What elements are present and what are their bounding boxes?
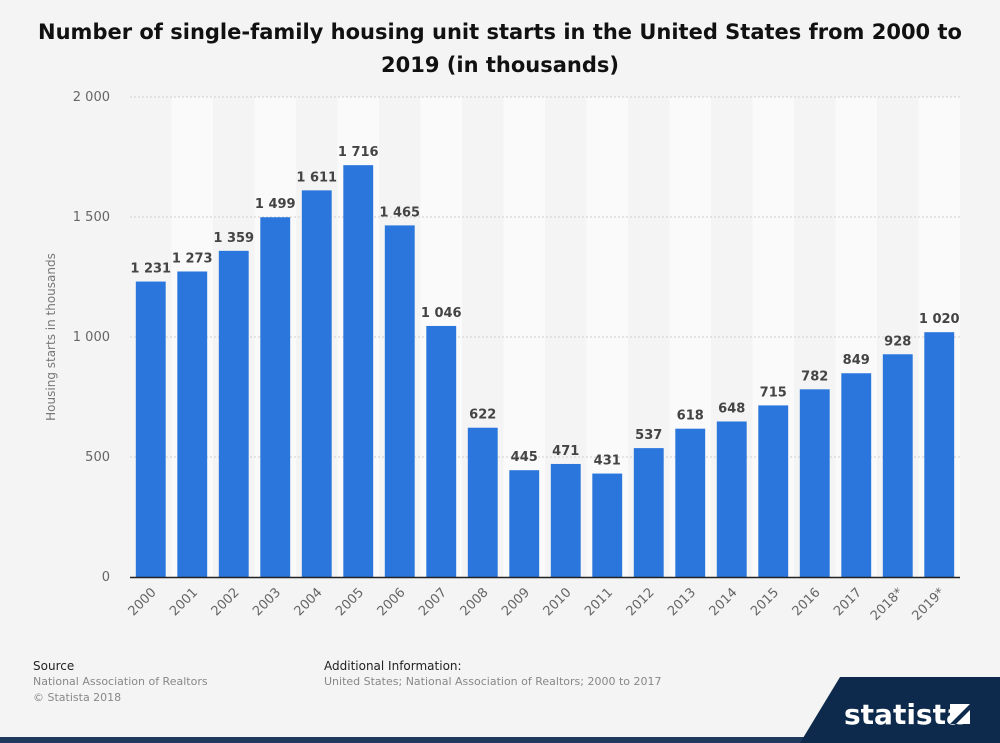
data-label: 622 (469, 408, 496, 423)
data-label: 1 020 (919, 312, 960, 327)
data-label: 715 (760, 385, 787, 400)
data-label: 1 716 (338, 145, 379, 160)
y-tick-label: 0 (102, 570, 110, 585)
x-tick-label: 2004 (292, 585, 326, 619)
x-tick-label: 2005 (333, 585, 367, 619)
bar[interactable] (633, 448, 664, 577)
x-tick-label: 2007 (416, 585, 450, 619)
brand-band (0, 737, 1000, 743)
x-tick-label: 2010 (541, 585, 575, 619)
x-tick-label: 2012 (624, 585, 658, 619)
source-line: National Association of Realtors (33, 675, 208, 688)
additional-info-heading: Additional Information: (324, 659, 462, 673)
x-tick-label: 2000 (126, 585, 160, 619)
y-tick-label: 2 000 (73, 90, 110, 105)
bar[interactable] (426, 325, 457, 577)
x-tick-label: 2009 (499, 585, 533, 619)
data-label: 471 (552, 444, 579, 459)
bar[interactable] (841, 373, 872, 577)
bar[interactable] (301, 190, 332, 578)
bar[interactable] (343, 165, 374, 577)
x-tick-label: 2018* (868, 585, 907, 624)
data-label: 1 273 (172, 251, 213, 266)
data-label: 1 611 (296, 170, 337, 185)
x-tick-label: 2001 (167, 585, 201, 619)
y-tick-label: 1 500 (73, 210, 110, 225)
x-tick-label: 2016 (790, 585, 824, 619)
bar[interactable] (924, 332, 955, 577)
logo-wordmark: statista (844, 698, 965, 731)
bar[interactable] (177, 271, 208, 577)
bar[interactable] (509, 470, 540, 577)
copyright-line: © Statista 2018 (33, 691, 122, 704)
logo-mark-icon (950, 704, 970, 724)
data-label: 431 (594, 454, 621, 469)
bar[interactable] (758, 405, 789, 577)
bar[interactable] (882, 354, 913, 577)
data-label: 782 (801, 369, 828, 384)
x-tick-label: 2013 (665, 585, 699, 619)
x-tick-label: 2003 (250, 585, 284, 619)
bar[interactable] (218, 250, 249, 577)
y-tick-label: 500 (85, 450, 110, 465)
x-tick-label: 2019* (909, 585, 948, 624)
x-axis-ticks: 2000 2001 2002 2003 2004 2005 2006 2007 2008 2009… (126, 585, 949, 624)
data-label: 849 (843, 353, 870, 368)
bar[interactable] (467, 427, 498, 577)
data-label: 648 (718, 401, 745, 416)
bar[interactable] (716, 421, 747, 577)
x-tick-label: 2015 (748, 585, 782, 619)
y-axis-label: Housing starts in thousands (44, 253, 58, 421)
x-tick-label: 2002 (209, 585, 243, 619)
x-tick-label: 2006 (375, 585, 409, 619)
data-label: 1 465 (379, 205, 420, 220)
data-label: 1 499 (255, 197, 296, 212)
bar[interactable] (675, 428, 706, 577)
bar[interactable] (135, 281, 166, 577)
data-label: 1 359 (213, 231, 254, 246)
bar[interactable] (592, 473, 623, 577)
additional-info-block: Additional Information: United States; N… (324, 658, 662, 690)
logo-background (800, 677, 1000, 743)
additional-info-line: United States; National Association of R… (324, 675, 662, 688)
bars (135, 165, 955, 578)
x-tick-label: 2014 (707, 585, 741, 619)
statista-logo[interactable]: statista (800, 677, 1000, 743)
bar[interactable] (550, 463, 581, 577)
source-block: Source National Association of Realtors … (33, 658, 208, 706)
x-tick-label: 2008 (458, 585, 492, 619)
bar[interactable] (260, 217, 291, 578)
data-label: 1 046 (421, 306, 462, 321)
x-tick-label: 2011 (582, 585, 616, 619)
data-label: 928 (884, 334, 911, 349)
data-label: 1 231 (130, 262, 171, 277)
bar[interactable] (799, 389, 830, 577)
bar[interactable] (384, 225, 415, 577)
source-heading: Source (33, 659, 75, 673)
chart-title: Number of single-family housing unit sta… (38, 20, 962, 77)
y-axis-ticks: 0 500 1 000 1 500 2 000 (73, 90, 110, 585)
data-label: 618 (677, 409, 704, 424)
y-tick-label: 1 000 (73, 330, 110, 345)
data-label: 537 (635, 428, 662, 443)
x-tick-label: 2017 (831, 585, 865, 619)
data-label: 445 (511, 450, 538, 465)
